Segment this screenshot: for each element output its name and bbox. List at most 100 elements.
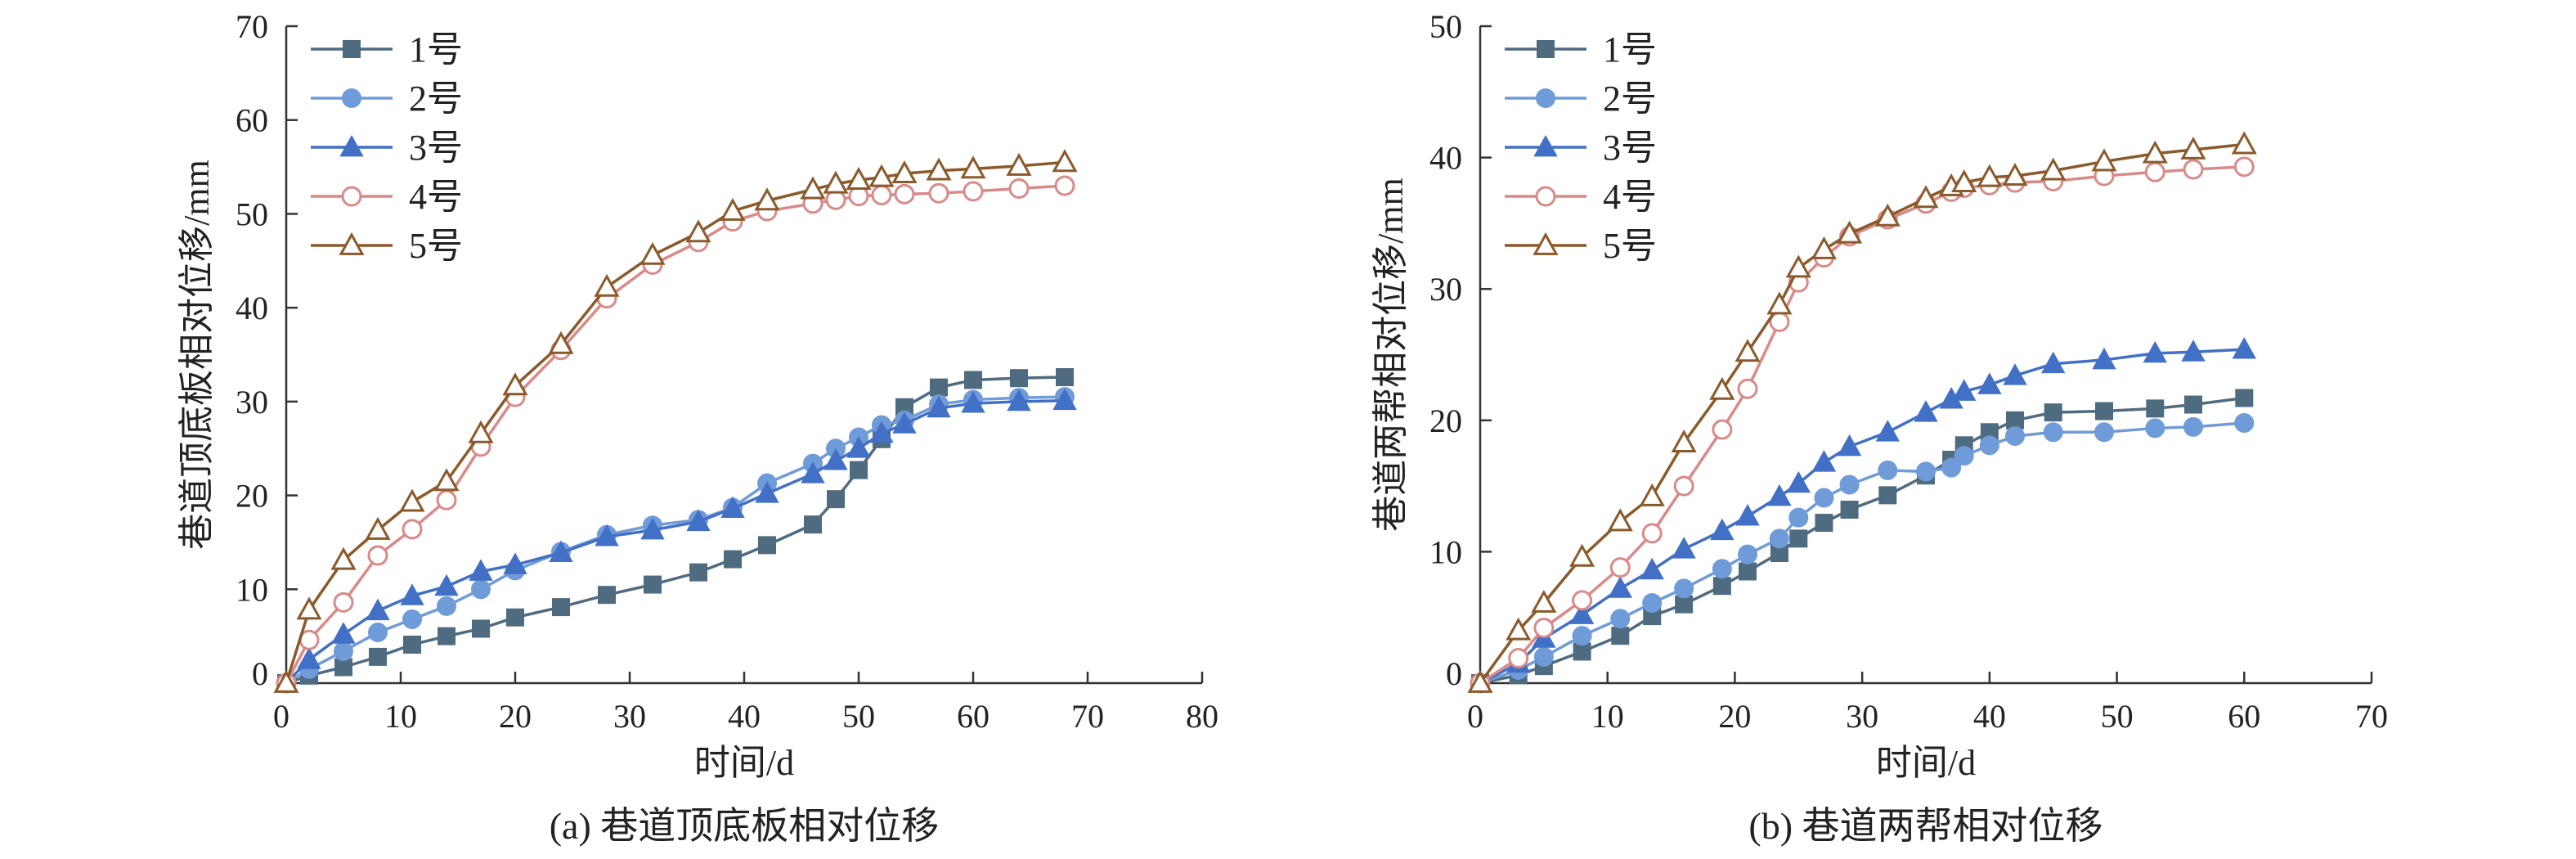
data-point [1607,508,1633,532]
x-tick-label: 40 [728,698,761,735]
legend-marker [1535,186,1556,207]
y-tick-label: 40 [236,290,268,326]
data-point [1874,203,1901,227]
data-point [1837,220,1863,244]
data-point [1952,379,1977,401]
data-point [438,627,456,645]
data-point [1609,557,1631,578]
data-point [2043,422,2063,443]
data-point [963,181,984,202]
data-point [1788,507,1809,528]
x-tick-label: 30 [613,698,646,735]
data-point [2044,403,2062,422]
data-point [402,519,423,540]
y-tick-label: 30 [1429,271,1462,308]
legend-marker [342,88,361,108]
data-point [720,496,745,519]
data-point [365,516,391,540]
data-point [1735,503,1760,526]
x-tick-label: 70 [2355,698,2388,735]
data-point [1739,562,1757,581]
data-point [330,546,357,570]
data-point [369,647,387,666]
data-point [552,598,570,617]
legend-label: 2号 [1603,79,1657,119]
data-point [1010,369,1028,388]
data-point [2183,416,2203,437]
data-point [1811,450,1837,472]
data-point [2092,347,2116,370]
data-point [502,372,528,396]
data-point [724,550,742,569]
data-point [400,583,424,605]
y-tick-label: 50 [1429,8,1462,45]
y-tick-label: 10 [1429,533,1462,570]
data-point [2235,389,2254,407]
x-axis-title: 时间/d [694,743,794,783]
data-point [1007,389,1031,412]
data-point [366,598,390,621]
data-point [368,623,388,643]
data-point [850,461,868,479]
data-point [1914,400,1938,422]
data-point [2006,411,2024,430]
data-point [1641,523,1663,544]
data-point [871,184,892,205]
data-point [1913,185,1939,209]
data-point [1611,627,1630,645]
data-point [1572,590,1593,611]
data-point [2040,157,2067,181]
data-point [331,622,356,644]
data-point [548,331,574,354]
data-point [960,155,986,179]
data-point [800,176,826,200]
data-point [506,608,524,627]
legend-marker [1533,134,1558,157]
data-point [273,669,299,693]
data-point [2180,136,2206,160]
data-point [1610,609,1631,629]
data-point [1006,152,1032,176]
series-1 [277,368,1074,692]
data-point [434,573,459,596]
data-point [1573,642,1591,661]
data-point [436,489,457,510]
data-point [2183,159,2204,180]
x-tick-label: 0 [1467,698,1483,735]
data-point [891,160,918,184]
data-point [1054,175,1075,196]
data-point [2143,340,2167,363]
data-point [1785,254,1811,278]
data-point [1840,501,1859,519]
data-point [2094,422,2114,443]
data-point [1639,483,1665,506]
data-point [1008,178,1030,199]
data-point [930,378,948,397]
data-point [1671,430,1697,453]
legend-marker [1536,88,1555,108]
data-point [598,586,616,605]
legend-marker [343,40,361,58]
data-point [437,596,456,616]
data-point [1979,435,1999,456]
legend-label: 1号 [1603,29,1657,70]
legend-label: 3号 [409,128,463,168]
series-line [1479,142,2245,685]
data-point [1837,434,1862,456]
data-point [402,609,422,629]
data-point [296,596,322,620]
legend-marker [1533,232,1559,255]
y-tick-label-zero: 0 [1446,655,1462,692]
data-point [1916,461,1936,482]
x-tick-label: 50 [842,698,875,735]
y-tick-label-zero: 0 [252,655,268,692]
data-point [2145,418,2165,438]
y-tick-label: 70 [236,8,268,45]
legend-marker [1537,40,1555,58]
data-point [2095,402,2113,421]
y-tick-label: 60 [236,102,268,139]
data-point [801,461,825,483]
data-point [823,170,849,194]
data-point [2005,426,2025,447]
